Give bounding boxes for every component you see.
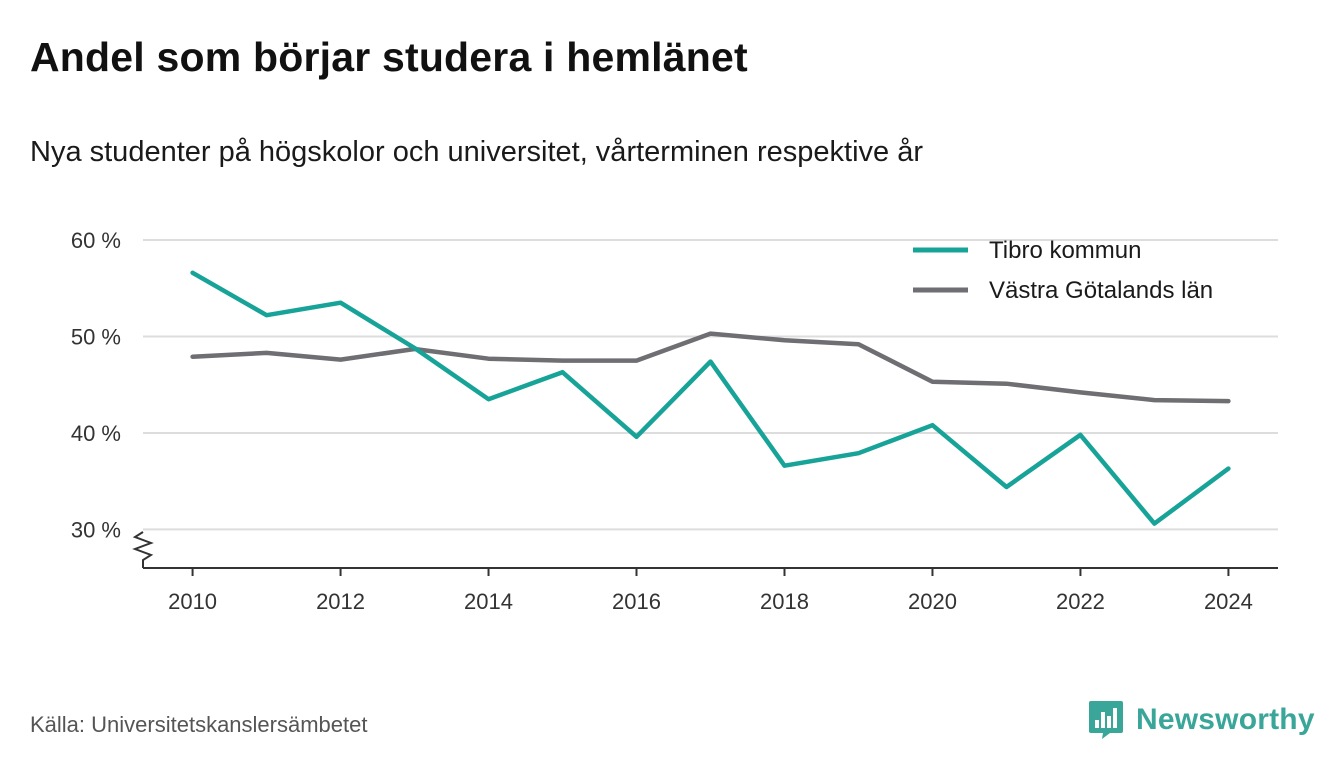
x-tick-label: 2010 xyxy=(168,589,217,614)
brand-logo: Newsworthy xyxy=(1088,698,1315,742)
axes: 30 % 40 % 50 % 60 % 2010 2012 2014 2016 2018 2020… xyxy=(71,228,1278,614)
line-chart: 30 % 40 % 50 % 60 % 2010 2012 2014 2016 2018 2020… xyxy=(71,228,1278,614)
x-tick-label: 2016 xyxy=(612,589,661,614)
legend-label: Tibro kommun xyxy=(989,237,1141,264)
legend-item: Västra Götalands län xyxy=(913,277,1213,304)
legend-label: Västra Götalands län xyxy=(989,277,1213,304)
source-note: Källa: Universitetskanslersämbetet xyxy=(30,712,368,737)
bar-chart-speech-bubble-icon xyxy=(1089,701,1123,739)
legend: Tibro kommun Västra Götalands län xyxy=(913,237,1213,304)
series-lines xyxy=(190,270,1231,526)
x-tick-label: 2022 xyxy=(1056,589,1105,614)
x-tick-label: 2024 xyxy=(1204,589,1253,614)
x-tick-label: 2018 xyxy=(760,589,809,614)
gridlines xyxy=(143,239,1278,531)
series-line-vastra-gotalands-lan xyxy=(190,331,1231,404)
brand-name: Newsworthy xyxy=(1136,703,1315,736)
x-tick-label: 2012 xyxy=(316,589,365,614)
axis-break-icon xyxy=(132,531,154,568)
chart-subtitle: Nya studenter på högskolor och universit… xyxy=(30,136,923,168)
chart-title: Andel som börjar studera i hemlänet xyxy=(30,34,748,80)
y-tick-label: 50 % xyxy=(71,324,121,349)
y-tick-label: 40 % xyxy=(71,421,121,446)
x-tick-label: 2020 xyxy=(908,589,957,614)
legend-item: Tibro kommun xyxy=(913,237,1141,264)
series-line-tibro-kommun xyxy=(190,270,1231,526)
y-tick-label: 60 % xyxy=(71,228,121,253)
x-tick-label: 2014 xyxy=(464,589,513,614)
y-tick-label: 30 % xyxy=(71,517,121,542)
